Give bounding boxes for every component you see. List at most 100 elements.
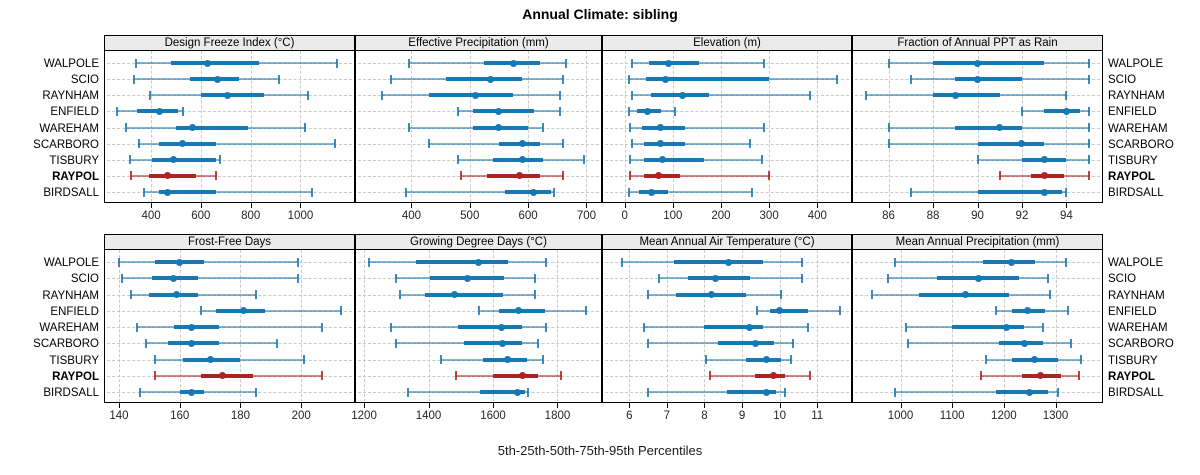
- median-dot: [463, 274, 471, 282]
- site-label-left: WALPOLE: [43, 58, 99, 70]
- site-label-left: SCARBORO: [33, 338, 99, 351]
- interval-cap-high: [297, 273, 300, 283]
- median-dot: [657, 124, 665, 131]
- site-label-right: BIRDSALL: [1108, 187, 1164, 199]
- interval-iqr-band: [175, 125, 249, 130]
- site-label-left: TISBURY: [49, 154, 99, 167]
- x-axis-tick-label: 9: [738, 410, 746, 422]
- interval-cap-low: [130, 171, 133, 181]
- v-gridline: [1055, 250, 1057, 402]
- interval-cap-high: [304, 123, 307, 132]
- site-label-right: RAYPOL: [1108, 370, 1155, 383]
- median-dot: [472, 91, 480, 99]
- interval-cap-low: [154, 355, 157, 364]
- interval-cap-low: [125, 123, 128, 132]
- x-axis-tick-label: 400: [141, 210, 161, 222]
- interval-cap-high: [533, 273, 536, 283]
- interval-cap-low: [398, 290, 401, 299]
- median-dot: [518, 140, 526, 148]
- x-axis-tick-label: 600: [518, 210, 538, 222]
- row-gridline: [855, 310, 1100, 312]
- interval-cap-high: [748, 139, 751, 149]
- x-axis-tick: [769, 203, 771, 208]
- median-dot: [657, 140, 665, 148]
- row-gridline: [605, 310, 849, 312]
- v-gridline: [900, 250, 902, 402]
- interval-cap-high: [541, 123, 544, 132]
- panel-strip-title: Effective Precipitation (mm): [355, 35, 602, 51]
- median-dot: [770, 372, 778, 380]
- x-axis-tick: [1055, 403, 1057, 408]
- median-dot: [495, 107, 503, 115]
- interval-cap-low: [643, 322, 646, 332]
- x-axis-tick-label: 90: [971, 210, 984, 222]
- interval-cap-low: [116, 106, 119, 116]
- interval-cap-high: [808, 371, 811, 381]
- interval-cap-high: [541, 355, 544, 364]
- x-axis-tick: [817, 403, 819, 408]
- v-gridline: [586, 51, 588, 202]
- interval-cap-high: [527, 387, 530, 397]
- interval-cap-high: [545, 322, 548, 332]
- interval-iqr-band: [487, 173, 540, 178]
- interval-iqr-band: [770, 308, 808, 313]
- interval-cap-low: [627, 106, 630, 116]
- median-dot: [776, 307, 784, 315]
- interval-cap-low: [137, 139, 140, 149]
- interval-cap-high: [1080, 355, 1083, 364]
- panel-plot-area: [355, 250, 602, 403]
- chart-caption: 5th-25th-50th-75th-95th Percentiles: [497, 443, 703, 458]
- interval-cap-low: [121, 273, 123, 283]
- x-axis-tick-label: 0: [621, 210, 628, 222]
- panel-plot-area: [852, 51, 1103, 203]
- interval-iqr-band: [158, 141, 216, 146]
- median-dot: [163, 172, 171, 180]
- interval-iqr-band: [472, 109, 534, 114]
- interval-cap-low: [756, 306, 759, 316]
- x-axis-tick: [301, 403, 303, 408]
- row-gridline: [855, 359, 1100, 361]
- x-axis-tick: [364, 403, 366, 408]
- interval-cap-high: [806, 322, 809, 332]
- interval-cap-high: [585, 306, 588, 316]
- interval-cap-high: [1087, 58, 1090, 68]
- median-dot: [644, 107, 652, 115]
- interval-cap-low: [976, 155, 979, 165]
- interval-cap-low: [709, 371, 712, 381]
- x-axis-tick-label: 500: [460, 210, 480, 222]
- interval-iqr-band: [643, 173, 681, 178]
- interval-cap-low: [128, 155, 131, 165]
- interval-cap-low: [658, 273, 661, 283]
- interval-cap-high: [838, 306, 841, 316]
- interval-cap-high: [784, 387, 787, 397]
- median-dot: [156, 107, 164, 115]
- interval-cap-low: [404, 187, 407, 197]
- median-dot: [951, 91, 959, 99]
- x-axis-tick: [779, 403, 781, 408]
- median-dot: [725, 258, 733, 266]
- interval-cap-high: [763, 58, 766, 68]
- site-label-right: WALPOLE: [1108, 257, 1164, 269]
- interval-cap-high: [768, 171, 771, 181]
- interval-cap-low: [139, 387, 142, 397]
- interval-cap-high: [1087, 123, 1090, 132]
- interval-cap-high: [310, 187, 313, 197]
- panel-plot-area: [602, 250, 852, 403]
- panel-plot-area: [852, 250, 1103, 403]
- interval-cap-low: [457, 155, 460, 165]
- x-axis-tick-label: 600: [191, 210, 211, 222]
- interval-iqr-band: [499, 308, 545, 313]
- interval-iqr-band: [504, 190, 552, 194]
- median-dot: [495, 124, 503, 131]
- interval-iqr-band: [148, 173, 196, 178]
- interval-range-line: [143, 191, 312, 193]
- site-label-right: SCARBORO: [1108, 138, 1174, 151]
- x-axis-tick: [151, 203, 153, 208]
- interval-cap-high: [1041, 322, 1044, 332]
- interval-range-line: [631, 142, 750, 145]
- x-axis-tick-label: 1000: [887, 410, 914, 422]
- interval-cap-low: [886, 273, 889, 283]
- median-dot: [974, 59, 981, 67]
- interval-range-line: [630, 174, 770, 177]
